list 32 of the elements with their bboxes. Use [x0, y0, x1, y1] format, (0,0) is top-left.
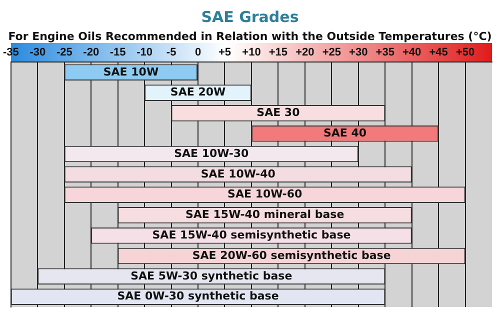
x-tick-label: +35 [376, 46, 394, 59]
y-tick-label: SAE 10W [103, 65, 159, 78]
x-tick-label: +30 [349, 46, 368, 59]
x-tick-label: +5 [218, 46, 232, 59]
chart-subtitle: For Engine Oils Recommended in Relation with the Outside Temperatures (°C) [7, 30, 493, 43]
y-tick-label: SAE 30 [256, 106, 300, 120]
x-tick-label: +50 [456, 46, 475, 59]
x-tick-label: +15 [268, 46, 288, 59]
y-tick-label: SAE 40 [323, 126, 367, 140]
y-tick-label: SAE 15W-40 mineral base [185, 208, 344, 222]
x-tick-label: +25 [322, 46, 341, 59]
y-tick-label: SAE 10W-30 [174, 146, 250, 160]
y-tick-label: SAE 5W-30 synthetic base [130, 269, 292, 282]
x-tick-label: +20 [296, 46, 314, 59]
x-tick-label: -5 [166, 46, 176, 59]
y-tick-label: SAE 10W-60 [228, 188, 302, 201]
y-tick-label: SAE 10W-40 [200, 167, 276, 180]
chart-title: SAE Grades [200, 8, 300, 26]
y-tick-label: SAE 0W-30 synthetic base [117, 290, 279, 303]
x-tick-label: +10 [242, 46, 261, 59]
x-tick-label: +40 [402, 46, 422, 59]
x-tick-label: -15 [110, 46, 126, 59]
x-tick-label: -10 [136, 46, 153, 59]
y-tick-label: SAE 20W-60 semisynthetic base [192, 248, 391, 262]
y-tick-label: SAE 15W-40 semisynthetic base [152, 228, 351, 242]
x-tick-label: -25 [56, 46, 72, 59]
x-tick-label: +45 [429, 46, 448, 59]
x-tick-label: 0 [194, 46, 202, 59]
x-tick-label: -20 [83, 46, 100, 59]
y-tick-label: SAE 20W [170, 86, 226, 99]
x-tick-label: -30 [30, 46, 46, 59]
x-tick-label: -35 [2, 46, 19, 59]
